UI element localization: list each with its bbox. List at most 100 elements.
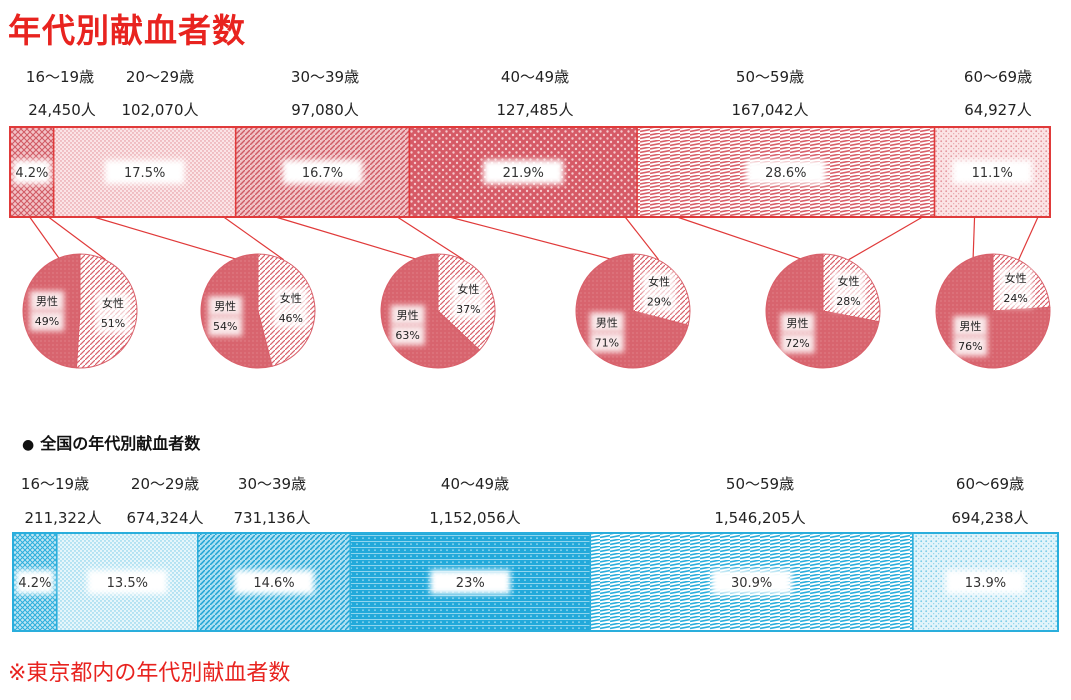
tokyo-count-label-2: 102,070人: [121, 101, 199, 119]
tokyo-count-label-4: 127,485人: [496, 101, 574, 119]
pie-3-female-label-bg: [451, 298, 486, 319]
pie-5-connector-2: [848, 216, 923, 261]
gender-pie-2: 女性 46% 男性 54%: [200, 253, 316, 369]
tokyo-value-label-4: 21.9%: [503, 166, 544, 181]
national-age-label-2: 20～29歳: [130, 475, 200, 493]
national-label-bg-2: [87, 570, 168, 594]
national-value-label-6: 13.9%: [965, 576, 1006, 591]
pie-1-female-label-bg: [96, 313, 131, 334]
tokyo-value-label-5: 28.6%: [765, 166, 806, 181]
pie-6-female-name: 女性: [1005, 271, 1027, 285]
national-count-label-3: 731,136人: [233, 509, 311, 527]
pie-1-male-label-bg: [29, 310, 64, 331]
tokyo-label-bg-1: [13, 160, 51, 184]
pie-2-male-name: 男性: [214, 299, 236, 313]
pie-4-female-name-bg: [642, 271, 677, 292]
national-label-bg-4: [430, 570, 511, 594]
pie-1-male-name-bg: [29, 290, 64, 311]
pie-6-male-name: 男性: [959, 319, 981, 333]
pie-connector-lines: [29, 216, 1039, 261]
pie-2-connector-1: [93, 216, 239, 261]
national-count-label-4: 1,152,056人: [429, 509, 521, 527]
pie-2-male-label-bg: [208, 316, 243, 337]
pie-6-male-label-bg: [953, 336, 988, 357]
gender-pie-4: 女性 29% 男性 71%: [575, 253, 691, 369]
national-value-label-2: 13.5%: [107, 576, 148, 591]
tokyo-bar-outline: [9, 126, 1051, 218]
tokyo-value-label-3: 16.7%: [302, 166, 343, 181]
pie-4-female-label-bg: [642, 291, 677, 312]
pie-5-connector-1: [676, 216, 804, 261]
pie-1-male-label: 49%: [35, 315, 59, 328]
tokyo-age-label-5: 50～59歳: [735, 68, 805, 86]
pie-2-female-name: 女性: [280, 291, 302, 305]
national-age-label-3: 30～39歳: [237, 475, 307, 493]
pie-6-female-label-bg: [998, 287, 1033, 308]
national-label-bg-1: [16, 570, 54, 594]
pie-6-male-label: 76%: [958, 340, 982, 353]
national-value-label-3: 14.6%: [253, 576, 294, 591]
tokyo-age-label-4: 40～49歳: [500, 68, 570, 86]
tokyo-count-label-5: 167,042人: [731, 101, 809, 119]
tokyo-age-label-6: 60～69歳: [963, 68, 1033, 86]
footnote: ※東京都内の年代別献血者数: [8, 661, 291, 686]
pie-4-male-label-bg: [589, 332, 624, 353]
tokyo-label-bg-2: [104, 160, 185, 184]
pie-4-male-name-bg: [589, 312, 624, 333]
pie-6-female-name-bg: [998, 267, 1033, 288]
pie-3-male-name-bg: [390, 305, 425, 326]
pie-5-male-label-bg: [780, 333, 815, 354]
national-label-bg-5: [711, 570, 792, 594]
pie-3-male-name: 男性: [397, 308, 419, 322]
national-value-label-5: 30.9%: [731, 576, 772, 591]
pie-1-female-label: 51%: [101, 317, 125, 330]
tokyo-age-label-2: 20～29歳: [125, 68, 195, 86]
national-label-bg-6: [945, 570, 1026, 594]
national-value-label-1: 4.2%: [18, 576, 51, 591]
national-bar-outline: [12, 532, 1059, 632]
pie-2-female-label: 46%: [279, 312, 303, 325]
tokyo-label-bg-6: [952, 160, 1033, 184]
tokyo-label-bg-4: [483, 160, 564, 184]
pie-6-connector-2: [1018, 216, 1039, 260]
national-heading-text: 全国の年代別献血者数: [40, 434, 201, 453]
pie-3-male-label: 63%: [395, 329, 419, 342]
national-age-label-4: 40～49歳: [440, 475, 510, 493]
pie-5-female-label: 28%: [836, 295, 860, 308]
bullet-icon: ●: [22, 437, 35, 453]
pie-6-female-label: 24%: [1003, 292, 1027, 305]
tokyo-value-label-6: 11.1%: [972, 166, 1013, 181]
gender-pie-1: 女性 51% 男性 49%: [22, 253, 138, 369]
national-section-heading: ● 全国の年代別献血者数: [22, 430, 200, 454]
pie-3-male-label-bg: [390, 325, 425, 346]
national-count-label-5: 1,546,205人: [714, 509, 806, 527]
national-label-bg-3: [233, 570, 314, 594]
tokyo-age-label-1: 16～19歳: [25, 68, 95, 86]
pie-2-connector-2: [223, 216, 284, 261]
pie-3-connector-1: [275, 216, 419, 261]
pie-5-female-name-bg: [831, 270, 866, 291]
pie-3-female-label: 37%: [456, 303, 480, 316]
pie-4-male-name: 男性: [596, 315, 618, 329]
pie-5-female-name: 女性: [837, 274, 859, 288]
pie-2-male-label: 54%: [213, 320, 237, 333]
gender-pie-6: 女性 24% 男性 76%: [935, 253, 1051, 369]
pie-3-connector-2: [397, 216, 464, 261]
tokyo-value-label-2: 17.5%: [124, 166, 165, 181]
tokyo-label-bg-5: [745, 160, 826, 184]
pie-1-female-name-bg: [96, 293, 131, 314]
national-value-label-4: 23%: [456, 576, 485, 591]
gender-pie-3: 女性 37% 男性 63%: [380, 253, 496, 369]
gender-pie-5: 女性 28% 男性 72%: [765, 253, 881, 369]
pie-2-female-label-bg: [273, 307, 308, 328]
pie-6-male-name-bg: [953, 316, 988, 337]
pie-5-female-label-bg: [831, 290, 866, 311]
tokyo-count-label-6: 64,927人: [964, 101, 1032, 119]
pie-1-connector-1: [29, 216, 61, 261]
tokyo-count-label-1: 24,450人: [28, 101, 96, 119]
pie-4-female-label: 29%: [647, 296, 671, 309]
national-stacked-bar: 4.2% 13.5% 14.6% 23% 30.9% 13.9%: [12, 532, 1059, 632]
pie-4-female-name: 女性: [648, 275, 670, 289]
tokyo-count-label-3: 97,080人: [291, 101, 359, 119]
